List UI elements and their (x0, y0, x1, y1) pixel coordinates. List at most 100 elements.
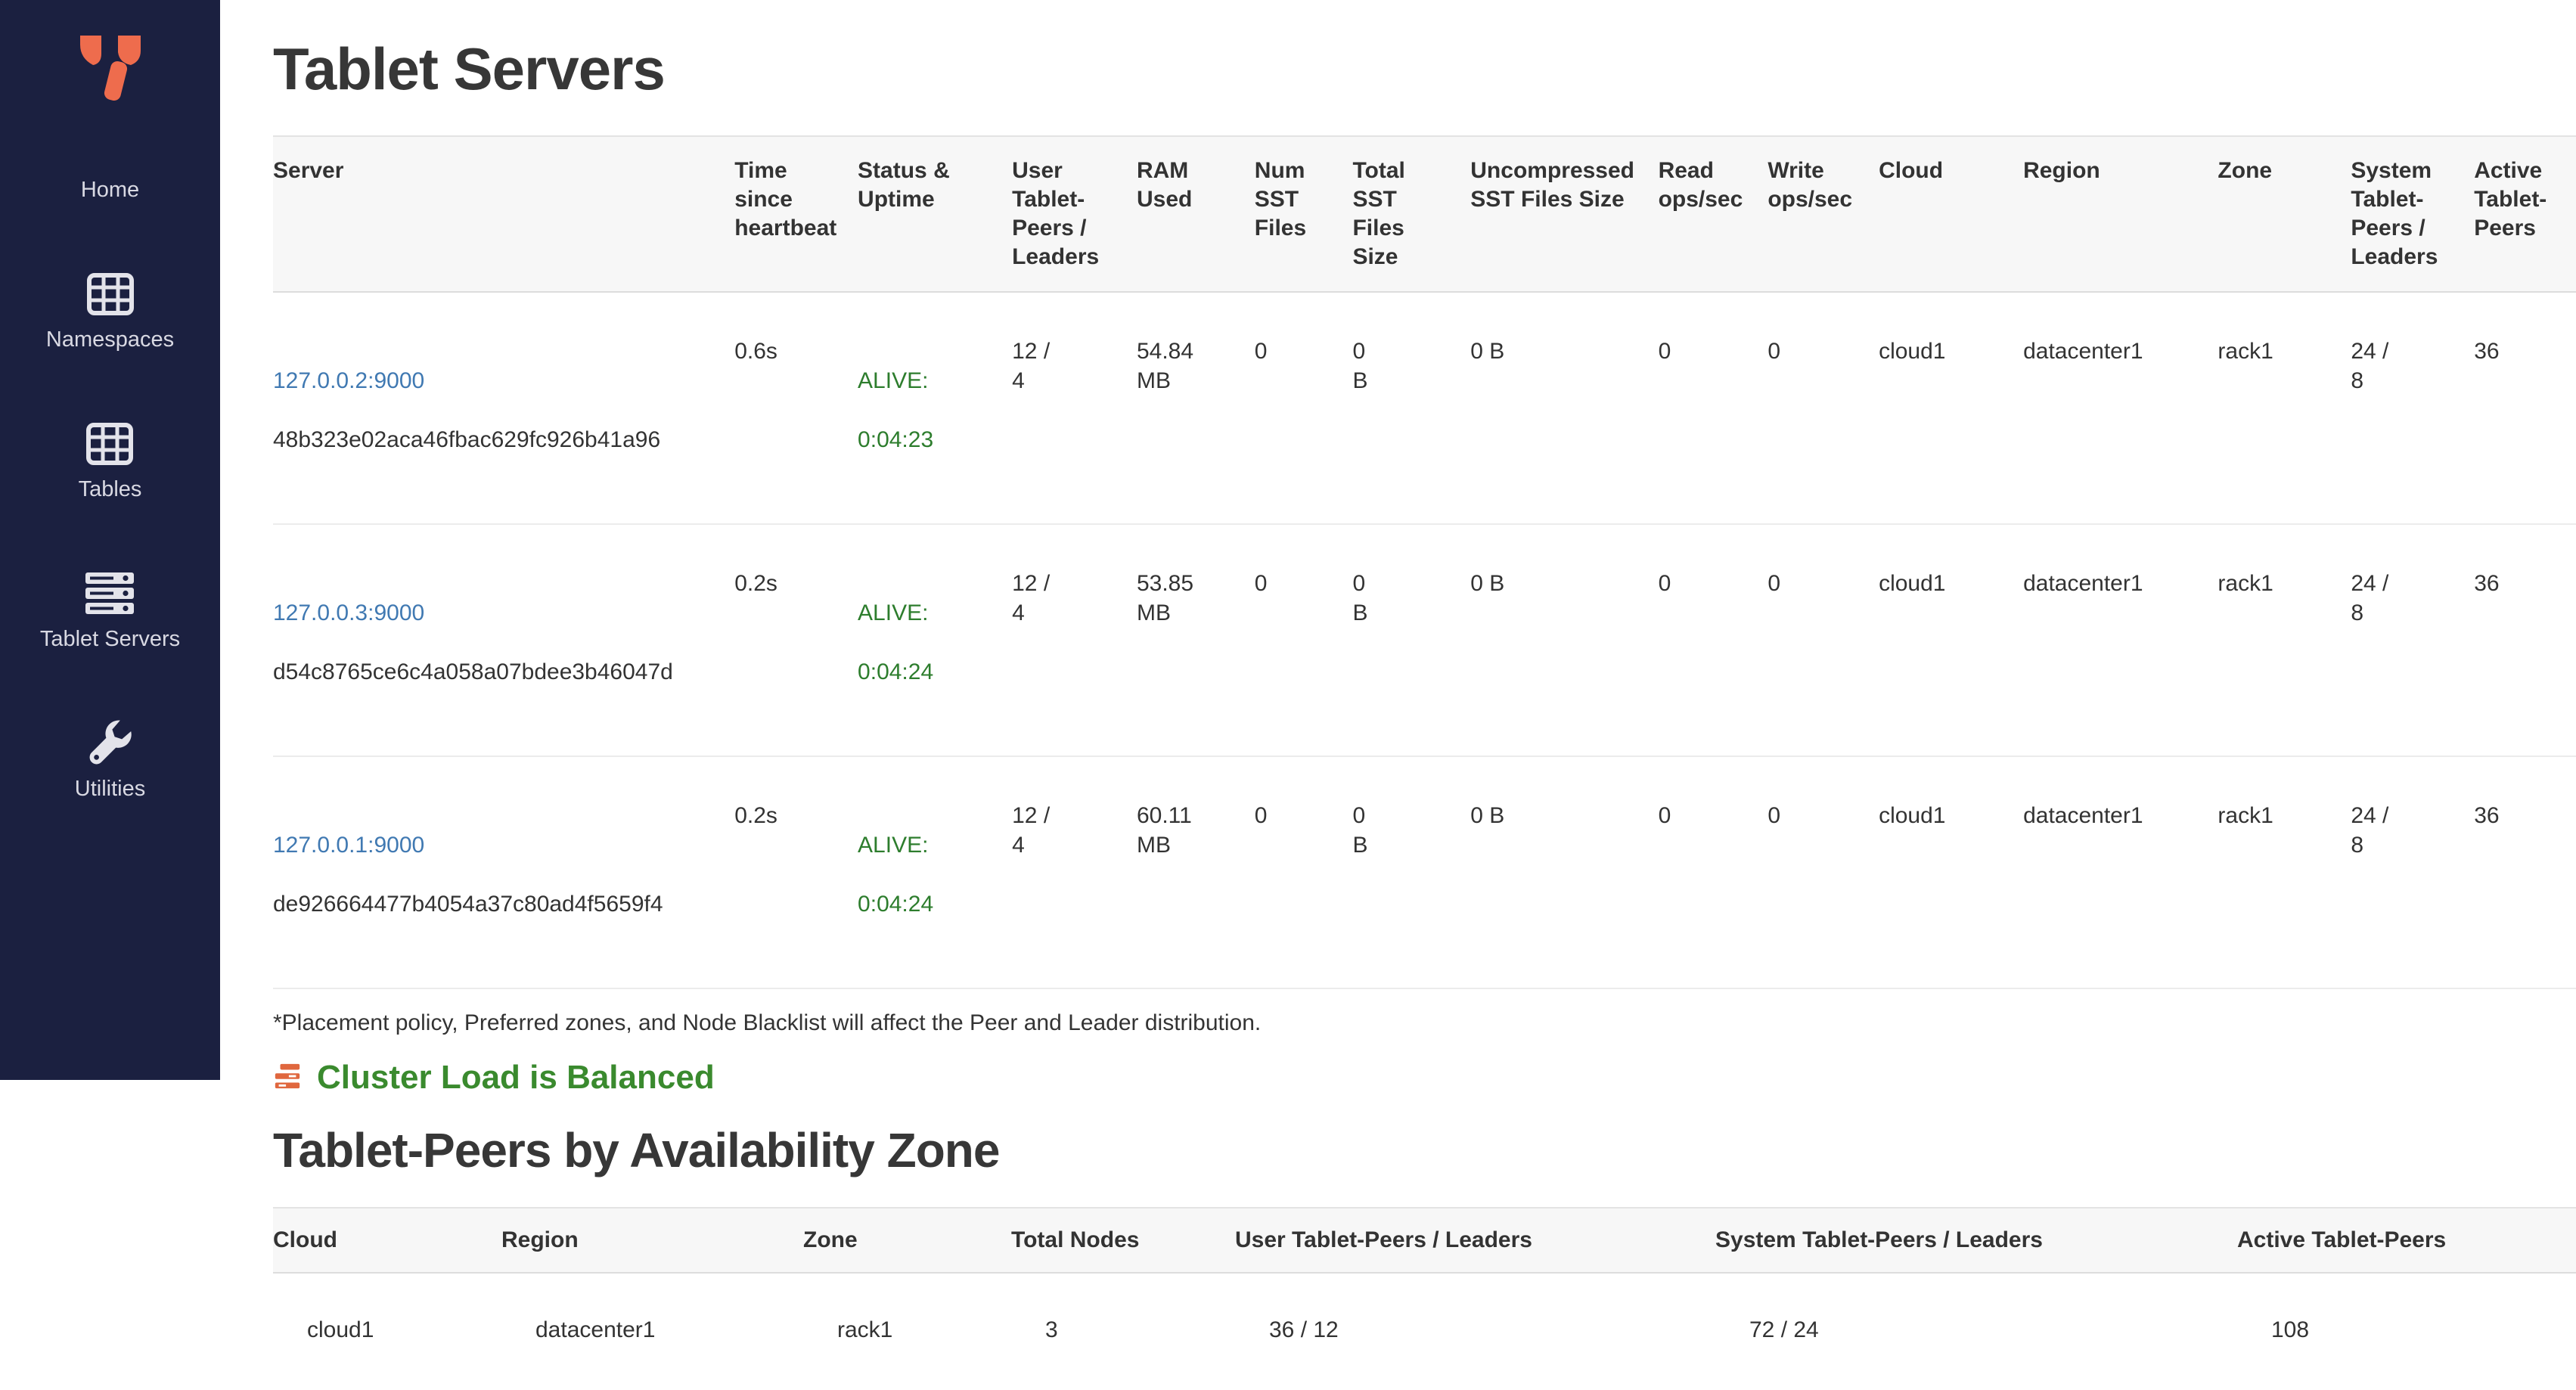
zone-cell: rack1 (2218, 292, 2351, 526)
cloud-cell: cloud1 (307, 1317, 374, 1343)
cloud-cell: cloud1 (1879, 756, 2024, 990)
server-link[interactable]: 127.0.0.2:9000 (273, 368, 425, 394)
col-header-heartbeat: Time since heartbeat (734, 135, 858, 293)
server-stack-icon (85, 572, 135, 616)
zone-cell: rack1 (837, 1317, 893, 1343)
num-sst-cell: 0 (1254, 524, 1353, 758)
uncompressed-sst-cell: 0 B (1470, 524, 1659, 758)
cluster-load-status: Cluster Load is Balanced (273, 1059, 2576, 1097)
cluster-load-balanced-text: Cluster Load is Balanced (317, 1059, 715, 1097)
main-content: Tablet Servers Server Time since heartbe… (220, 0, 2576, 1342)
read-ops-cell: 0 (1658, 524, 1768, 758)
region-cell: datacenter1 (2023, 292, 2218, 526)
table-header-row: Server Time since heartbeat Status & Upt… (273, 135, 2576, 293)
user-peers-cell: 12 / 4 (1012, 292, 1137, 526)
yugabyte-logo-icon[interactable] (77, 34, 144, 109)
tablet-servers-table: Server Time since heartbeat Status & Upt… (273, 135, 2576, 990)
active-peers-cell: 36 (2474, 756, 2576, 990)
region-cell: datacenter1 (2023, 524, 2218, 758)
user-peers-cell: 12 / 4 (1012, 756, 1137, 990)
user-peers-cell: 36 / 12 (1269, 1317, 1339, 1343)
ram-cell: 60.11 MB (1136, 756, 1255, 990)
uptime-value: 0:04:23 (858, 427, 934, 453)
system-peers-cell: 24 / 8 (2351, 524, 2475, 758)
col-header-system-peers: System Tablet-Peers / Leaders (2351, 135, 2475, 293)
sidebar-item-label: Utilities (74, 776, 146, 801)
zone-cell: rack1 (2218, 756, 2351, 990)
table-row: cloud1 datacenter1 rack1 3 36 / 12 72 / … (273, 1273, 2576, 1390)
col-header-server: Server (273, 135, 735, 293)
status-cell: ALIVE: 0:04:24 (858, 524, 1013, 758)
col-header-active-peers: Active Tablet-Peers (2474, 135, 2576, 293)
num-sst-cell: 0 (1254, 292, 1353, 526)
total-sst-cell: 0 B (1352, 756, 1471, 990)
col-header-read-ops: Read ops/sec (1658, 135, 1768, 293)
region-cell: datacenter1 (535, 1317, 656, 1343)
active-peers-cell: 36 (2474, 292, 2576, 526)
sidebar-item-tablet-servers[interactable]: Tablet Servers (40, 572, 180, 652)
sidebar-item-namespaces[interactable]: Namespaces (46, 272, 174, 352)
table-row: 127.0.0.3:9000 d54c8765ce6c4a058a07bdee3… (273, 524, 2576, 758)
col-header-user-peers: User Tablet-Peers / Leaders (1012, 135, 1137, 293)
az-section-title: Tablet-Peers by Availability Zone (273, 1123, 1000, 1178)
col-header-user-peers: User Tablet-Peers / Leaders (1235, 1207, 1715, 1274)
active-peers-cell: 36 (2474, 524, 2576, 758)
num-sst-cell: 0 (1254, 756, 1353, 990)
sidebar-item-utilities[interactable]: Utilities (74, 720, 146, 802)
heartbeat-cell: 0.2s (734, 756, 858, 990)
uncompressed-sst-cell: 0 B (1470, 756, 1659, 990)
table-grid-icon (86, 272, 134, 316)
ram-cell: 54.84 MB (1136, 292, 1255, 526)
wrench-icon (86, 720, 135, 765)
read-ops-cell: 0 (1658, 292, 1768, 526)
table-row: 127.0.0.2:9000 48b323e02aca46fbac629fc92… (273, 292, 2576, 526)
load-balancer-icon (273, 1062, 302, 1094)
col-header-cloud: Cloud (1879, 135, 2024, 293)
uptime-value: 0:04:24 (858, 659, 934, 685)
uncompressed-sst-cell: 0 B (1470, 292, 1659, 526)
col-header-uncompressed-sst: Uncompressed SST Files Size (1470, 135, 1659, 293)
write-ops-cell: 0 (1768, 756, 1879, 990)
write-ops-cell: 0 (1768, 524, 1879, 758)
tablet-peers-by-az-table: Cloud Region Zone Total Nodes User Table… (273, 1207, 2576, 1390)
sidebar-item-home[interactable]: Home (81, 178, 139, 203)
server-uuid: 48b323e02aca46fbac629fc926b41a96 (273, 427, 661, 453)
status-badge: ALIVE: (858, 600, 929, 626)
cloud-cell: cloud1 (1879, 524, 2024, 758)
total-sst-cell: 0 B (1352, 292, 1471, 526)
col-header-cloud: Cloud (273, 1207, 501, 1274)
total-nodes-cell: 3 (1045, 1317, 1058, 1343)
col-header-zone: Zone (803, 1207, 1011, 1274)
col-header-system-peers: System Tablet-Peers / Leaders (1715, 1207, 2237, 1274)
sidebar-item-label: Home (80, 178, 140, 202)
col-header-active-peers: Active Tablet-Peers (2237, 1207, 2576, 1274)
server-link[interactable]: 127.0.0.3:9000 (273, 600, 425, 626)
server-cell: 127.0.0.3:9000 d54c8765ce6c4a058a07bdee3… (273, 524, 735, 758)
col-header-region: Region (2023, 135, 2218, 293)
col-header-total-sst: Total SST Files Size (1352, 135, 1471, 293)
col-header-num-sst: Num SST Files (1254, 135, 1353, 293)
status-badge: ALIVE: (858, 833, 929, 858)
page-title: Tablet Servers (273, 36, 666, 102)
col-header-region: Region (501, 1207, 803, 1274)
ram-cell: 53.85 MB (1136, 524, 1255, 758)
server-uuid: de926664477b4054a37c80ad4f5659f4 (273, 892, 663, 917)
server-link[interactable]: 127.0.0.1:9000 (273, 833, 425, 858)
col-header-status: Status & Uptime (858, 135, 1013, 293)
system-peers-cell: 24 / 8 (2351, 756, 2475, 990)
sidebar-item-tables[interactable]: Tablet Servers Tables (79, 422, 141, 502)
placement-policy-footnote: *Placement policy, Preferred zones, and … (273, 1010, 1262, 1036)
sidebar: Home Namespaces Tablet Servers Table (0, 0, 220, 1080)
region-cell: datacenter1 (2023, 756, 2218, 990)
uptime-value: 0:04:24 (858, 892, 934, 917)
status-cell: ALIVE: 0:04:23 (858, 292, 1013, 526)
system-peers-cell: 24 / 8 (2351, 292, 2475, 526)
status-cell: ALIVE: 0:04:24 (858, 756, 1013, 990)
system-peers-cell: 72 / 24 (1749, 1317, 1819, 1343)
write-ops-cell: 0 (1768, 292, 1879, 526)
table-row: 127.0.0.1:9000 de926664477b4054a37c80ad4… (273, 756, 2576, 990)
server-cell: 127.0.0.1:9000 de926664477b4054a37c80ad4… (273, 756, 735, 990)
sidebar-item-label: Tablet Servers (39, 626, 181, 651)
read-ops-cell: 0 (1658, 756, 1768, 990)
table-header-row: Cloud Region Zone Total Nodes User Table… (273, 1207, 2576, 1274)
